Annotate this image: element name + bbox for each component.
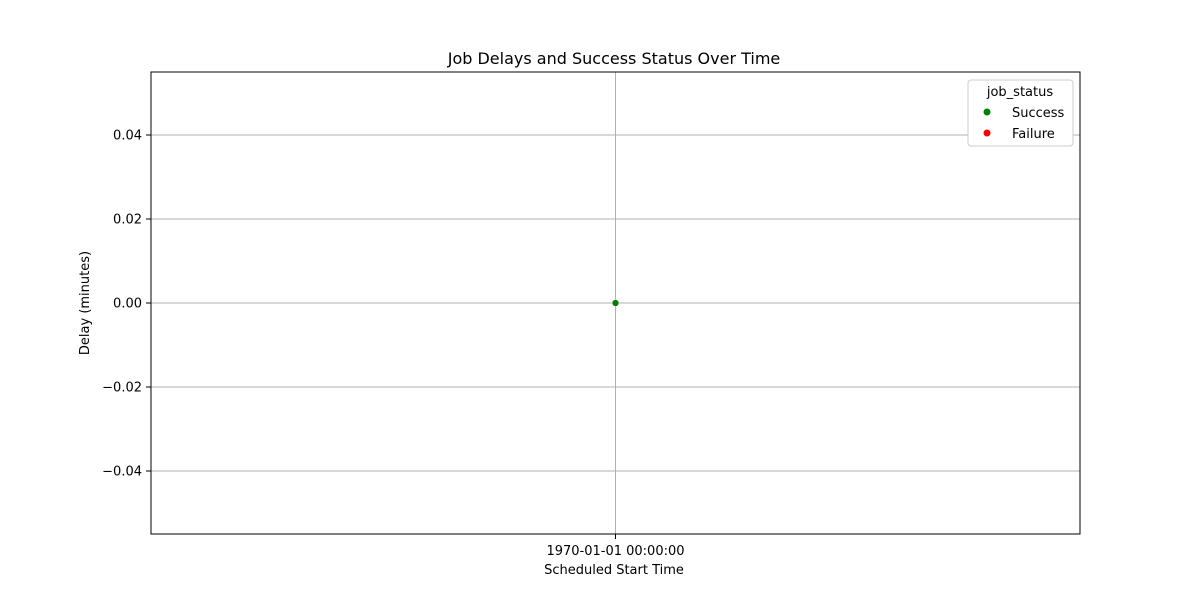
data-point-success: [611, 299, 620, 307]
legend-box: [967, 79, 1074, 147]
legend-label-failure: Failure: [1012, 127, 1055, 142]
legend-label-success: Success: [1012, 106, 1065, 121]
legend-marker-success: [983, 108, 991, 116]
chart-title: Job Delays and Success Status Over Time: [447, 49, 781, 68]
legend-entries: Success Failure: [983, 106, 1065, 142]
legend-marker-failure: [983, 129, 991, 137]
x-tick-label: 1970-01-01 00:00:00: [546, 544, 684, 559]
y-ticks: 0.04 0.02 0.00 −0.02 −0.04: [102, 129, 151, 480]
x-axis-label: Scheduled Start Time: [544, 563, 684, 578]
points-layer: [611, 299, 620, 307]
y-tick-label: −0.02: [102, 381, 142, 396]
y-tick-label: −0.04: [102, 465, 142, 480]
y-tick-label: 0.00: [113, 297, 142, 312]
y-tick-label: 0.02: [113, 213, 142, 228]
x-ticks: 1970-01-01 00:00:00: [546, 534, 685, 559]
legend-title: job_status: [986, 85, 1053, 100]
legend: job_status Success Failure: [967, 79, 1074, 147]
y-axis-label: Delay (minutes): [78, 251, 93, 355]
y-tick-label: 0.04: [113, 129, 142, 144]
